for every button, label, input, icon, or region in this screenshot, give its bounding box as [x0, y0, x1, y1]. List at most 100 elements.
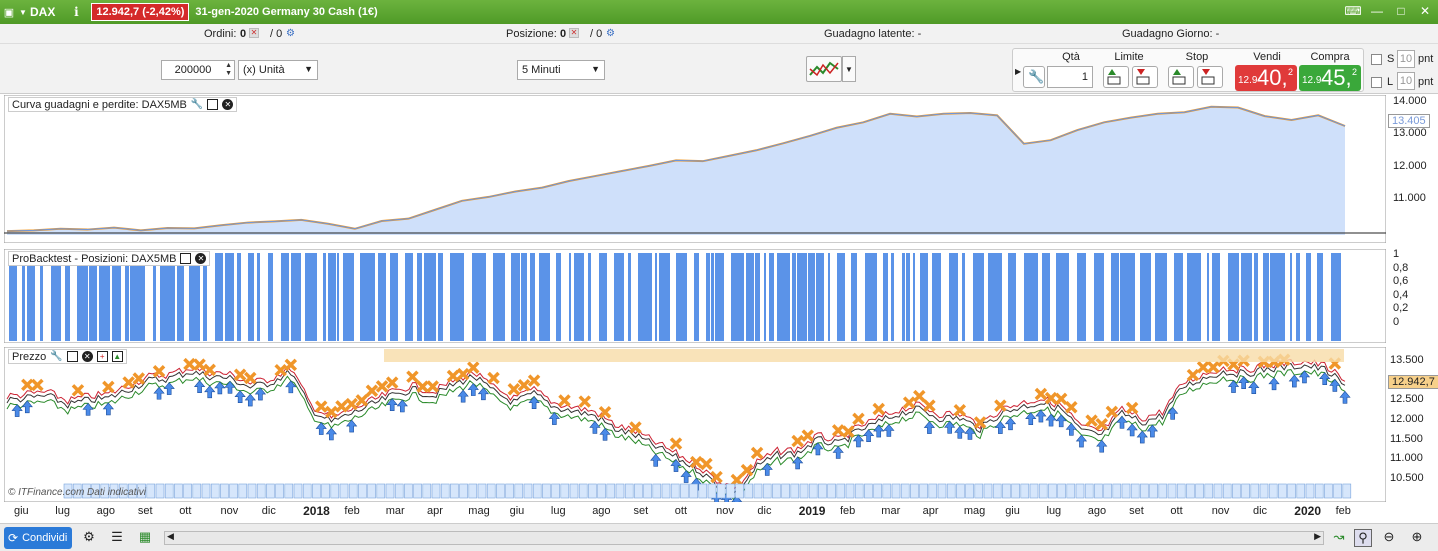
positions-chart[interactable]: [4, 249, 1386, 343]
minimize-icon[interactable]: —: [1371, 4, 1383, 18]
position-bar: [755, 253, 760, 341]
expand-arrow-icon[interactable]: ▶: [1015, 67, 1022, 76]
limit-buy-button[interactable]: [1103, 66, 1129, 88]
qty-input[interactable]: 1: [1047, 66, 1093, 88]
volume-bar: [312, 483, 321, 499]
position-bar: [281, 253, 289, 341]
position-bar: [1120, 253, 1135, 341]
limit-sell-button[interactable]: [1132, 66, 1158, 88]
limit-points-input[interactable]: 10: [1397, 72, 1415, 90]
buy-marker: [193, 380, 206, 393]
arrow-up-icon[interactable]: ▲: [111, 351, 123, 362]
strategy-dropdown[interactable]: ▼: [842, 56, 856, 82]
limit-buy-icon: [1107, 69, 1121, 85]
volume-bar: [615, 483, 625, 499]
buy-button[interactable]: 12.9 45, 2: [1299, 65, 1361, 91]
close-panel-icon[interactable]: ✕: [195, 253, 207, 264]
month-label: apr: [922, 505, 939, 517]
orders-gear-icon[interactable]: ⚙: [286, 28, 295, 39]
data-watermark: © ITFinance.com Dati indicativi: [8, 487, 146, 498]
volume-bar: [992, 483, 1002, 499]
maximize-panel-icon[interactable]: [180, 253, 192, 264]
close-panel-icon[interactable]: ✕: [81, 351, 93, 362]
volume-bar: [220, 483, 229, 499]
info-icon[interactable]: i: [74, 5, 79, 19]
buy-marker: [1075, 434, 1088, 448]
volume-bar: [965, 483, 974, 499]
volume-bar: [1195, 483, 1204, 499]
month-label: mag: [963, 505, 986, 517]
position-bar: [932, 253, 941, 341]
sell-marker: [355, 394, 369, 407]
capital-input[interactable]: 200000 ▲ ▼: [161, 60, 235, 80]
strategy-button[interactable]: [806, 56, 842, 82]
horizontal-scrollbar[interactable]: ◀ ▶: [164, 531, 1324, 545]
instrument-name[interactable]: DAX: [30, 5, 56, 19]
volume-bar: [772, 483, 781, 499]
position-bar: [77, 253, 88, 341]
position-bar: [521, 253, 527, 341]
auto-scroll-icon[interactable]: ↝: [1333, 529, 1345, 544]
position-bar: [797, 253, 807, 341]
wrench-icon[interactable]: 🔧: [50, 351, 63, 362]
position-bar: [328, 253, 336, 341]
stop-checkbox[interactable]: [1371, 54, 1382, 65]
share-button[interactable]: ⟳ Condividi: [4, 527, 72, 549]
position-gear-icon[interactable]: ⚙: [606, 28, 615, 39]
stop-buy-button[interactable]: [1168, 66, 1194, 88]
wrench-icon[interactable]: 🔧: [190, 99, 204, 110]
stop-points-input[interactable]: 10: [1397, 50, 1415, 68]
axis-tick-label: 1: [1393, 248, 1400, 260]
volume-bar: [275, 483, 284, 499]
add-indicator-icon[interactable]: +: [96, 351, 108, 362]
chart-type-icon[interactable]: ▦: [138, 529, 152, 544]
scroll-left-icon[interactable]: ◀: [167, 531, 174, 541]
volume-bar: [762, 483, 772, 499]
cancel-orders-icon[interactable]: ✕: [249, 28, 259, 38]
close-panel-icon[interactable]: ✕: [222, 99, 234, 110]
candlestick-icon[interactable]: ▣: [3, 6, 15, 19]
spinner-icon[interactable]: ▲ ▼: [225, 62, 232, 77]
limit-checkbox[interactable]: [1371, 77, 1382, 88]
buy-marker: [862, 429, 875, 442]
volume-bar: [468, 483, 478, 499]
close-position-icon[interactable]: ✕: [569, 28, 579, 38]
zoom-out-icon[interactable]: ⊖: [1383, 529, 1395, 544]
month-label: feb: [1335, 505, 1351, 517]
stop-sell-button[interactable]: [1197, 66, 1223, 88]
position-bar: [89, 253, 97, 341]
keyboard-icon[interactable]: ⌨: [1344, 4, 1362, 18]
maximize-panel-icon[interactable]: [207, 99, 219, 110]
volume-bar: [413, 483, 422, 499]
list-icon[interactable]: ☰: [111, 529, 123, 544]
scroll-right-icon[interactable]: ▶: [1314, 531, 1321, 541]
buy-marker: [923, 421, 936, 434]
settings-icon[interactable]: ⚙: [83, 529, 95, 544]
buy-marker: [710, 492, 723, 502]
wrench-button[interactable]: 🔧: [1023, 66, 1045, 88]
position-bar: [715, 253, 724, 341]
volume-bar: [670, 483, 680, 499]
buy-marker: [791, 456, 804, 470]
volume-bar: [1259, 483, 1269, 499]
maximize-panel-icon[interactable]: [66, 351, 78, 362]
chevron-down-icon[interactable]: ▼: [19, 7, 27, 17]
equity-chart[interactable]: [4, 95, 1386, 243]
volume-bar: [201, 483, 211, 499]
zoom-in-icon[interactable]: ⊕: [1411, 529, 1423, 544]
timeframe-select[interactable]: 5 Minuti ▼: [517, 60, 605, 80]
maximize-icon[interactable]: □: [1397, 4, 1405, 18]
price-chart[interactable]: [4, 347, 1386, 502]
sell-marker: [1044, 391, 1058, 405]
close-icon[interactable]: ✕: [1419, 4, 1431, 18]
position-bar: [865, 253, 877, 341]
axis-tick-label: 13.500: [1390, 354, 1424, 366]
volume-bar: [974, 483, 984, 499]
sell-marker: [122, 376, 135, 389]
unit-select[interactable]: (x) Unità ▼: [238, 60, 318, 80]
zoom-fit-icon[interactable]: ⚲: [1354, 529, 1372, 547]
sell-button[interactable]: 12.9 40, 2: [1235, 65, 1297, 91]
sell-marker: [375, 380, 389, 393]
buy-marker: [386, 398, 398, 411]
sell-marker: [102, 380, 115, 394]
